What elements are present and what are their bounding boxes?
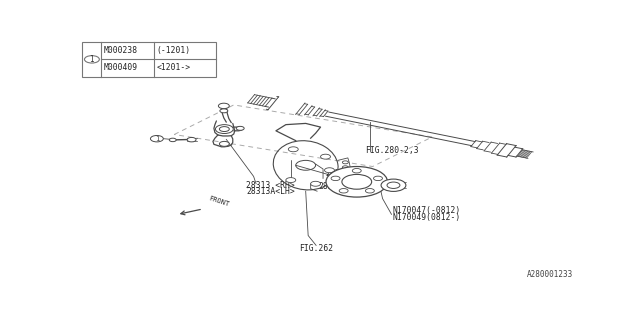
Text: 1: 1	[155, 136, 159, 142]
Circle shape	[339, 188, 348, 193]
Circle shape	[331, 176, 340, 180]
Text: <1201->: <1201->	[156, 63, 191, 72]
Text: FRONT: FRONT	[208, 195, 230, 207]
Text: 28313A<LH>: 28313A<LH>	[246, 187, 295, 196]
Circle shape	[150, 135, 163, 142]
Circle shape	[220, 109, 228, 113]
Circle shape	[321, 154, 330, 159]
Circle shape	[352, 169, 361, 173]
Circle shape	[286, 178, 296, 182]
Circle shape	[236, 126, 244, 130]
Circle shape	[288, 147, 298, 152]
Circle shape	[342, 166, 348, 169]
Circle shape	[374, 176, 383, 180]
Circle shape	[342, 161, 348, 164]
Text: A280001233: A280001233	[527, 270, 573, 279]
Text: 28365: 28365	[318, 182, 342, 191]
Text: FIG.280-2,3: FIG.280-2,3	[365, 146, 419, 155]
Text: 28362: 28362	[326, 169, 350, 178]
Circle shape	[216, 124, 233, 133]
Text: 1: 1	[90, 55, 94, 64]
Text: 28313 <RH>: 28313 <RH>	[246, 181, 295, 190]
Text: N170049(0812-): N170049(0812-)	[392, 213, 461, 222]
Circle shape	[84, 56, 99, 63]
Circle shape	[324, 168, 335, 173]
Circle shape	[310, 181, 321, 186]
Bar	[83, 42, 216, 76]
Text: (-1201): (-1201)	[156, 46, 191, 55]
Circle shape	[169, 138, 176, 142]
Text: M000409: M000409	[103, 63, 138, 72]
Circle shape	[218, 103, 229, 108]
Text: N170047(-0812): N170047(-0812)	[392, 206, 461, 215]
Text: FIG.262: FIG.262	[299, 244, 333, 253]
Circle shape	[365, 188, 374, 193]
Circle shape	[220, 141, 229, 146]
Circle shape	[220, 127, 229, 132]
Circle shape	[326, 166, 388, 197]
Text: M000238: M000238	[103, 46, 138, 55]
Circle shape	[381, 179, 406, 191]
Circle shape	[187, 138, 196, 142]
